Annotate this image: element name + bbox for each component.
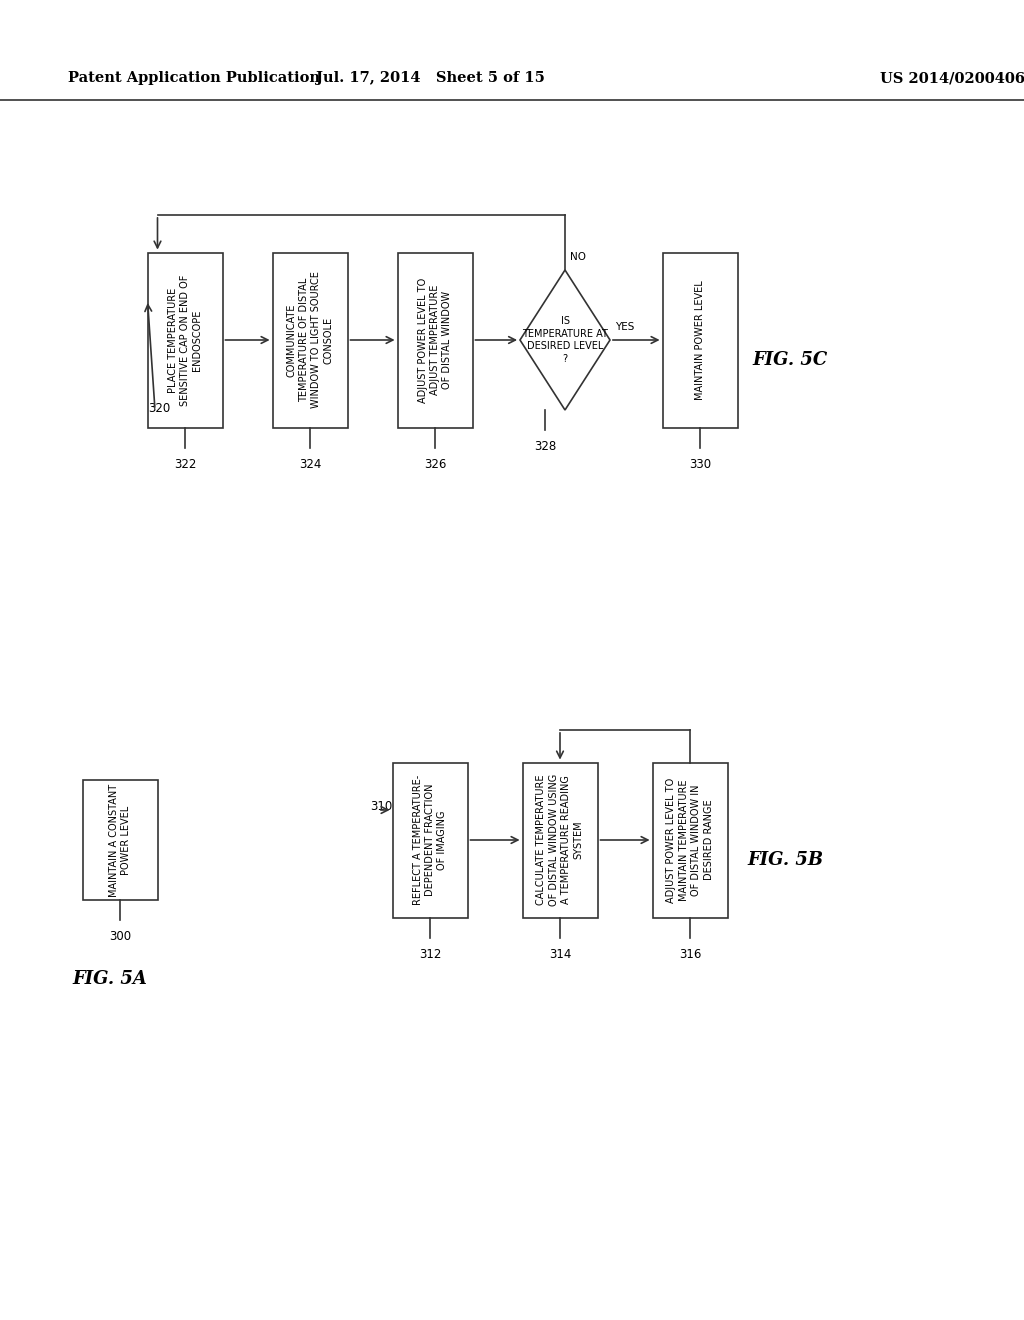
Text: ADJUST POWER LEVEL TO
ADJUST TEMPERATURE
OF DISTAL WINDOW: ADJUST POWER LEVEL TO ADJUST TEMPERATURE… bbox=[418, 277, 453, 403]
Bar bbox=[272, 252, 347, 428]
Bar bbox=[522, 763, 597, 917]
Text: FIG. 5B: FIG. 5B bbox=[748, 851, 823, 869]
Text: 312: 312 bbox=[419, 948, 441, 961]
Text: YES: YES bbox=[615, 322, 635, 333]
Text: IS
TEMPERATURE AT
DESIRED LEVEL
?: IS TEMPERATURE AT DESIRED LEVEL ? bbox=[522, 317, 608, 363]
Text: 314: 314 bbox=[549, 948, 571, 961]
Bar bbox=[652, 763, 727, 917]
Text: 326: 326 bbox=[424, 458, 446, 470]
Text: MAINTAIN POWER LEVEL: MAINTAIN POWER LEVEL bbox=[695, 280, 705, 400]
Text: NO: NO bbox=[570, 252, 586, 261]
Polygon shape bbox=[520, 271, 610, 411]
Text: 330: 330 bbox=[689, 458, 711, 470]
Bar bbox=[392, 763, 468, 917]
Text: 310: 310 bbox=[370, 800, 392, 813]
Text: US 2014/0200406 A1: US 2014/0200406 A1 bbox=[880, 71, 1024, 84]
Text: 328: 328 bbox=[534, 440, 556, 453]
Text: MAINTAIN A CONSTANT
POWER LEVEL: MAINTAIN A CONSTANT POWER LEVEL bbox=[109, 784, 131, 896]
Text: CALCULATE TEMPERATURE
OF DISTAL WINDOW USING
A TEMPERATURE READING
SYSTEM: CALCULATE TEMPERATURE OF DISTAL WINDOW U… bbox=[537, 774, 584, 906]
Text: Jul. 17, 2014   Sheet 5 of 15: Jul. 17, 2014 Sheet 5 of 15 bbox=[315, 71, 545, 84]
Bar bbox=[663, 252, 737, 428]
Text: REFLECT A TEMPERATURE-
DEPENDENT FRACTION
OF IMAGING: REFLECT A TEMPERATURE- DEPENDENT FRACTIO… bbox=[413, 775, 447, 906]
Bar bbox=[147, 252, 222, 428]
Text: 324: 324 bbox=[299, 458, 322, 470]
Text: FIG. 5C: FIG. 5C bbox=[753, 351, 827, 370]
Bar bbox=[83, 780, 158, 900]
Text: ADJUST POWER LEVEL TO
MAINTAIN TEMPERATURE
OF DISTAL WINDOW IN
DESIRED RANGE: ADJUST POWER LEVEL TO MAINTAIN TEMPERATU… bbox=[667, 777, 714, 903]
Text: 316: 316 bbox=[679, 948, 701, 961]
Text: PLACE TEMPERATURE
SENSITIVE CAP ON END OF
ENDOSCOPE: PLACE TEMPERATURE SENSITIVE CAP ON END O… bbox=[168, 275, 203, 405]
Text: COMMUNICATE
TEMPERATURE OF DISTAL
WINDOW TO LIGHT SOURCE
CONSOLE: COMMUNICATE TEMPERATURE OF DISTAL WINDOW… bbox=[287, 272, 334, 408]
Text: FIG. 5A: FIG. 5A bbox=[73, 970, 147, 987]
Text: 300: 300 bbox=[109, 931, 131, 942]
Text: Patent Application Publication: Patent Application Publication bbox=[68, 71, 319, 84]
Text: 320: 320 bbox=[148, 403, 170, 414]
Text: 322: 322 bbox=[174, 458, 197, 470]
Bar bbox=[397, 252, 472, 428]
